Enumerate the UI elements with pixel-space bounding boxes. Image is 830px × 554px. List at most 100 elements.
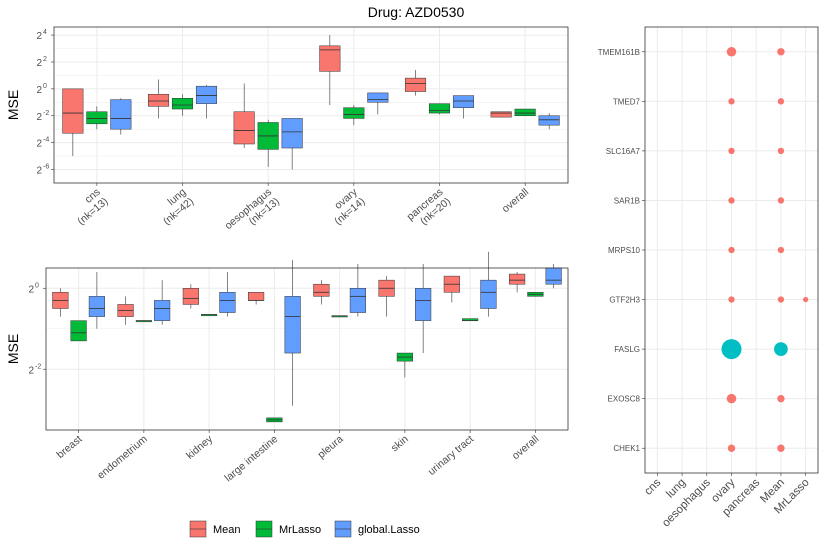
box-body: [147, 93, 170, 107]
x-tick-label-lung: lung(nk=42): [161, 186, 196, 228]
y-tick-exponent: -2: [43, 110, 49, 117]
bottom-y-axis-label: MSE: [5, 334, 21, 364]
x-tick-label-line1: endometrium: [95, 433, 150, 482]
x-tick-label-breast: breast: [54, 433, 84, 461]
y-tick-label-tmem161b: TMEM161B: [598, 48, 640, 57]
box-global-lasso-overall: [538, 113, 560, 130]
box-global-lasso-overall: [545, 263, 562, 289]
bubble-sar1b-ovary: [728, 197, 735, 204]
box-mean-cns: [62, 88, 84, 157]
legend-item-mean: Mean: [189, 520, 241, 538]
box-body: [284, 296, 301, 354]
x-tick-label-pancreas: pancreas(nk=20): [405, 186, 454, 227]
box-mean-lung: [147, 79, 170, 119]
box-body: [86, 111, 108, 125]
x-tick-label-endometrium: endometrium: [95, 433, 150, 482]
x-tick-label-cns: cns(nk=13): [75, 186, 110, 227]
box-body: [404, 77, 427, 92]
y-tick-label-gtf2h3: GTF2H3: [609, 296, 640, 305]
box-global-lasso-pancreas: [452, 95, 475, 119]
box-mean-kidney: [182, 284, 199, 309]
box-mrlasso-large-intestine: [266, 417, 283, 423]
box-body: [538, 115, 560, 126]
y-tick-label-mrps10: MRPS10: [608, 246, 641, 255]
bubble-gtf2h3-mean: [777, 296, 785, 303]
box-body: [70, 320, 87, 342]
bubble-chek1-ovary: [727, 444, 736, 452]
box-body: [110, 99, 132, 130]
box-body: [514, 108, 536, 117]
x-tick-label-kidney: kidney: [184, 433, 216, 462]
box-mean-skin: [378, 276, 395, 317]
box-body: [545, 267, 562, 285]
x-tick-label-ovary: ovary(nk=14): [332, 186, 367, 228]
bubble-exosc8-mean: [777, 394, 785, 403]
bubble-gtf2h3-ovary: [728, 296, 735, 303]
box-body: [154, 300, 171, 321]
y-tick-exponent: -4: [43, 137, 49, 144]
bubble-faslg-mean: [774, 342, 788, 356]
bubble-tmem161b-mean: [777, 48, 785, 56]
box-body: [182, 288, 199, 305]
bottom-boxplot-panel: 2 02 -2 breast endometrium kidney large intes…: [5, 251, 569, 484]
box-global-lasso-ovary: [367, 92, 389, 115]
box-mrlasso-ovary: [343, 105, 365, 126]
y-tick-label: 2: [36, 112, 42, 123]
box-global-lasso-skin: [415, 263, 432, 354]
bubble-sar1b-mean: [777, 197, 785, 204]
box-mrlasso-oesophagus: [257, 119, 279, 167]
box-global-lasso-large-intestine: [284, 259, 301, 406]
bubble-tmed7-ovary: [728, 98, 735, 105]
box-global-lasso-breast: [88, 272, 105, 329]
bottom-panel-border: [45, 267, 569, 431]
bubble-mrps10-ovary: [728, 246, 735, 254]
box-global-lasso-cns: [110, 98, 132, 135]
box-body: [281, 118, 303, 149]
box-mean-oesophagus: [233, 83, 255, 149]
box-body: [233, 111, 255, 145]
box-mean-overall: [490, 111, 512, 118]
box-mrlasso-kidney: [201, 314, 218, 317]
y-tick-label-faslg: FASLG: [614, 345, 640, 354]
legend: Mean MrLasso global.Lasso: [189, 520, 420, 538]
x-tick-label-line1: breast: [54, 433, 84, 461]
top-panel-border: [53, 26, 569, 184]
box-body: [367, 92, 389, 103]
bubble-faslg-ovary: [721, 339, 742, 360]
box-mean-pancreas: [404, 70, 427, 96]
box-body: [480, 279, 497, 309]
box-mrlasso-lung: [171, 94, 194, 116]
box-body: [171, 98, 194, 110]
y-tick-exponent: 2: [43, 56, 47, 63]
y-tick-exponent: 0: [35, 282, 39, 289]
chart-title: Drug: AZD0530: [368, 4, 465, 20]
x-tick-label-overall: overall: [510, 433, 541, 462]
box-body: [490, 111, 512, 118]
box-body: [319, 45, 341, 72]
x-tick-label-line1: pleura: [315, 433, 345, 461]
box-body: [88, 296, 105, 317]
y-tick-exponent: 0: [43, 83, 47, 90]
legend-label-mean: Mean: [213, 524, 241, 536]
box-mrlasso-overall: [514, 108, 536, 117]
box-body: [428, 103, 451, 114]
bubble-tmed7-mean: [777, 98, 785, 105]
y-tick-label-slc16a7: SLC16A7: [606, 147, 641, 156]
box-mrlasso-endometrium: [135, 320, 152, 323]
legend-label-global-lasso: global.Lasso: [358, 524, 420, 536]
top-boxplot-panel: 2 42 22 02 -22 -42 -6 cns(nk=13) lung(nk=42) oes…: [5, 26, 569, 232]
box-mean-urinary-tract: [443, 275, 460, 303]
x-tick-label-urinary-tract: urinary tract: [426, 433, 476, 478]
y-tick-exponent: -2: [35, 363, 41, 370]
x-tick-label-line1: overall: [500, 186, 531, 215]
panel-background: [54, 27, 568, 183]
box-body: [62, 88, 84, 134]
box-global-lasso-lung: [195, 84, 218, 119]
y-tick-label-exosc8: EXOSC8: [608, 395, 641, 404]
box-mrlasso-breast: [70, 320, 87, 342]
x-tick-label-cns: cns: [642, 476, 663, 497]
box-mean-ovary: [319, 35, 341, 105]
bubble-mrps10-mean: [777, 246, 785, 254]
box-body: [349, 288, 366, 313]
x-tick-label-line1: urinary tract: [426, 433, 476, 478]
